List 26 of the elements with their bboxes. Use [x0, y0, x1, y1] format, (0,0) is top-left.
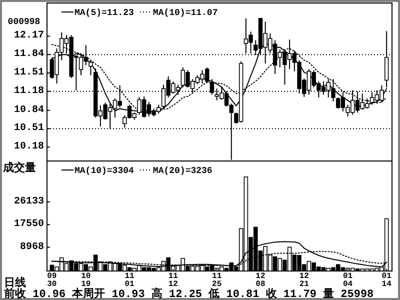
x-tick-label: 11 25: [212, 272, 222, 289]
legend-label: MA(5)=11.23: [74, 8, 134, 18]
y-axis-title: 成交量: [2, 161, 36, 175]
x-tick-label: 12 08: [256, 272, 266, 289]
text: 前收 10.96 本周开 10.93 高 12.25 低 10.81 收 11.79 量 25998: [3, 287, 374, 300]
y-tick-label: 17550: [14, 219, 44, 230]
x-tick-label: 01 14: [382, 272, 392, 289]
text: 000998: [8, 17, 40, 27]
y-tick-label: 11.84: [14, 49, 44, 60]
x-tick-label: 11 12: [168, 272, 178, 289]
y-tick-label: 10.51: [14, 123, 44, 134]
y-tick-label: 8968: [20, 242, 44, 253]
y-tick-label: 12.17: [14, 30, 44, 42]
y-tick-label: 10.84: [14, 104, 44, 116]
legend-label: MA(10)=11.07: [152, 8, 218, 18]
x-tick-label: 12 21: [299, 272, 310, 289]
y-tick-label: 11.18: [14, 86, 44, 97]
x-tick-label: 01 04: [342, 272, 353, 289]
x-tick-label: 09 30: [47, 272, 57, 289]
legend-label: MA(20)=3236: [152, 166, 212, 176]
x-tick-label: 11 01: [124, 272, 135, 289]
y-tick-label: 10.18: [14, 142, 44, 153]
legend-label: MA(10)=3304: [74, 166, 135, 176]
x-tick-label: 10 19: [81, 272, 91, 289]
y-tick-label: 26133: [14, 196, 44, 208]
y-tick-label: 11.51: [14, 67, 44, 78]
